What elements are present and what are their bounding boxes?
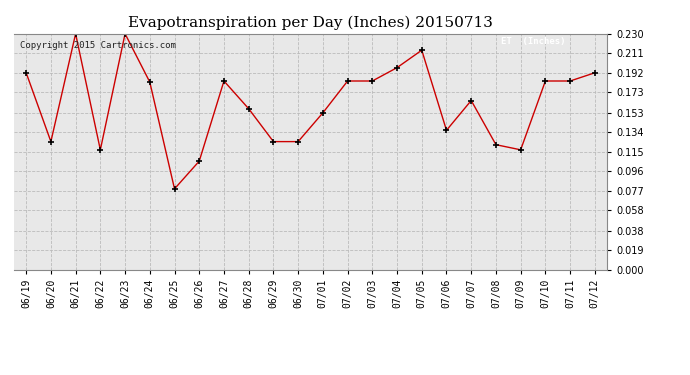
Text: Copyright 2015 Cartronics.com: Copyright 2015 Cartronics.com [20,41,176,50]
Title: Evapotranspiration per Day (Inches) 20150713: Evapotranspiration per Day (Inches) 2015… [128,15,493,30]
